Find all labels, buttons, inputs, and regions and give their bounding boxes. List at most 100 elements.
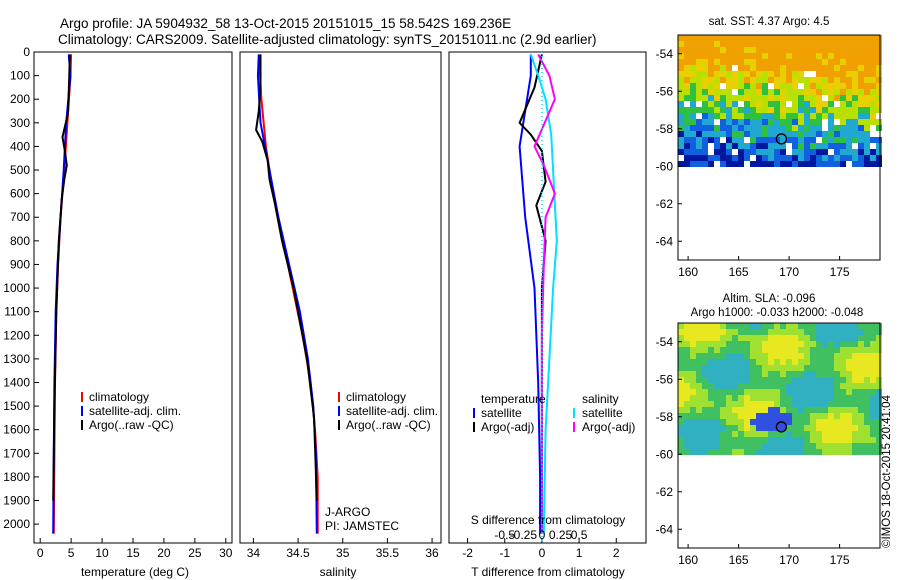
map-cell: [846, 383, 852, 389]
map-cell: [696, 341, 702, 347]
map-cell: [726, 371, 732, 377]
map-cell: [780, 329, 786, 335]
y-tick-label: -60: [656, 159, 674, 173]
map-cell: [768, 425, 774, 431]
map-cell: [708, 35, 714, 41]
map-cell: [678, 95, 684, 101]
map-cell: [870, 341, 876, 347]
map-cell: [852, 407, 858, 413]
map-cell: [714, 389, 720, 395]
map-cell: [678, 353, 684, 359]
map-cell: [828, 449, 834, 455]
map-cell: [756, 329, 762, 335]
map-cell: [732, 431, 738, 437]
map-cell: [720, 161, 726, 167]
map-cell: [708, 383, 714, 389]
map-cell: [708, 143, 714, 149]
map-cell: [756, 59, 762, 65]
map-cell: [828, 77, 834, 83]
map-cell: [804, 335, 810, 341]
map-cell: [786, 155, 792, 161]
map-cell: [756, 395, 762, 401]
map-cell: [732, 347, 738, 353]
map-cell: [762, 449, 768, 455]
map-cell: [810, 359, 816, 365]
map-cell: [678, 125, 684, 131]
map-cell: [840, 383, 846, 389]
map-cell: [696, 89, 702, 95]
map-cell: [708, 323, 714, 329]
map-cell: [690, 371, 696, 377]
map-cell: [750, 335, 756, 341]
map-cell: [828, 107, 834, 113]
y-tick-label: 1900: [3, 494, 30, 508]
map-cell: [846, 353, 852, 359]
map-cell: [804, 443, 810, 449]
map-cell: [738, 401, 744, 407]
map-cell: [822, 419, 828, 425]
legend-label: Argo(-adj): [582, 420, 635, 434]
map-cell: [822, 113, 828, 119]
map-cell: [816, 383, 822, 389]
map-cell: [828, 341, 834, 347]
map-cell: [756, 137, 762, 143]
map-cell: [858, 35, 864, 41]
map-cell: [774, 365, 780, 371]
map-cell: [768, 413, 774, 419]
map-cell: [858, 125, 864, 131]
map-cell: [756, 161, 762, 167]
map-cell: [786, 323, 792, 329]
map-cell: [774, 437, 780, 443]
map-cell: [726, 125, 732, 131]
map-cell: [876, 419, 882, 425]
map-cell: [828, 329, 834, 335]
x-tick-label: 34: [247, 546, 261, 560]
map-cell: [858, 449, 864, 455]
map-cell: [864, 53, 870, 59]
map-cell: [780, 41, 786, 47]
map-cell: [732, 131, 738, 137]
map-cell: [846, 449, 852, 455]
map-cell: [798, 383, 804, 389]
map-cell: [720, 401, 726, 407]
map-cell: [714, 431, 720, 437]
map-cell: [840, 419, 846, 425]
map-cell: [774, 395, 780, 401]
map-cell: [852, 53, 858, 59]
map-cell: [732, 341, 738, 347]
map-cell: [798, 53, 804, 59]
map-cell: [870, 419, 876, 425]
map-cell: [690, 101, 696, 107]
map-cell: [816, 395, 822, 401]
map-cell: [828, 437, 834, 443]
map-cell: [822, 383, 828, 389]
map-cell: [798, 59, 804, 65]
map-cell: [696, 431, 702, 437]
map-cell: [834, 347, 840, 353]
map-cell: [858, 107, 864, 113]
map-cell: [834, 101, 840, 107]
map-cell: [792, 113, 798, 119]
map-cell: [690, 77, 696, 83]
map-cell: [864, 383, 870, 389]
map-cell: [768, 71, 774, 77]
map-cell: [708, 419, 714, 425]
map-cell: [690, 419, 696, 425]
map-cell: [696, 419, 702, 425]
map-cell: [684, 389, 690, 395]
map-cell: [696, 323, 702, 329]
map-cell: [678, 365, 684, 371]
map-cell: [726, 413, 732, 419]
map-cell: [822, 341, 828, 347]
map-cell: [822, 395, 828, 401]
x-tick-label: 20: [157, 546, 171, 560]
map-cell: [780, 353, 786, 359]
map-cell: [804, 149, 810, 155]
y-tick-label: -56: [656, 84, 674, 98]
map-cell: [834, 425, 840, 431]
map-cell: [750, 449, 756, 455]
map-cell: [774, 89, 780, 95]
map-cell: [774, 119, 780, 125]
y-tick-label: 1600: [3, 423, 30, 437]
